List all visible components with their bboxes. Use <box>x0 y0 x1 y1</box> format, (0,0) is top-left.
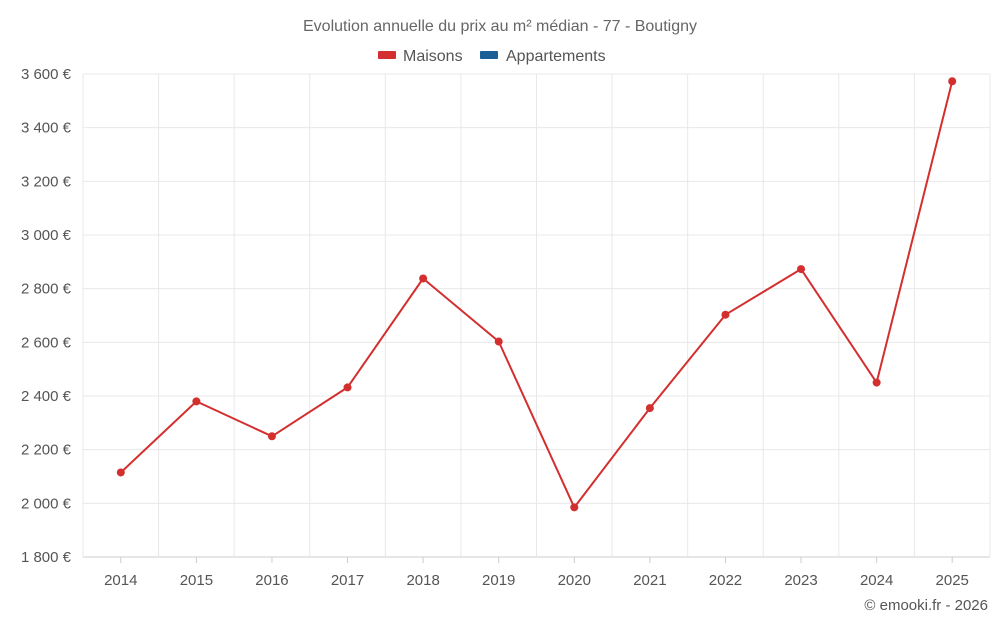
y-tick-label: 1 800 € <box>21 549 72 566</box>
chart-title: Evolution annuelle du prix au m² médian … <box>303 18 697 35</box>
data-point[interactable] <box>797 265 806 274</box>
data-point[interactable] <box>116 468 125 477</box>
data-point[interactable] <box>872 378 881 387</box>
y-tick-label: 2 400 € <box>21 388 72 405</box>
series-maisons <box>116 77 957 512</box>
y-tick-label: 2 600 € <box>21 334 72 351</box>
grid <box>82 73 991 558</box>
y-tick-label: 3 400 € <box>21 120 72 137</box>
legend-label-maisons: Maisons <box>403 48 463 65</box>
data-point[interactable] <box>267 432 276 441</box>
y-tick-label: 3 600 € <box>21 66 72 83</box>
data-point[interactable] <box>721 310 730 319</box>
y-tick-label: 2 200 € <box>21 442 72 459</box>
x-tick-label: 2021 <box>633 572 666 589</box>
legend-item-maisons[interactable]: Maisons <box>378 48 463 65</box>
x-tick-label: 2020 <box>558 572 591 589</box>
data-point[interactable] <box>192 397 201 406</box>
x-tick-label: 2015 <box>180 572 213 589</box>
x-tick-label: 2017 <box>331 572 364 589</box>
legend-item-appartements[interactable]: Appartements <box>480 48 606 65</box>
x-tick-label: 2022 <box>709 572 742 589</box>
y-tick-label: 2 800 € <box>21 281 72 298</box>
y-tick-label: 2 000 € <box>21 495 72 512</box>
legend-label-appartements: Appartements <box>506 48 606 65</box>
x-tick-label: 2025 <box>936 572 969 589</box>
y-tick-label: 3 000 € <box>21 227 72 244</box>
x-tick-label: 2024 <box>860 572 893 589</box>
x-tick-label: 2019 <box>482 572 515 589</box>
x-tick-label: 2023 <box>784 572 817 589</box>
data-point[interactable] <box>645 404 654 413</box>
data-point[interactable] <box>948 77 957 86</box>
data-point[interactable] <box>570 503 579 512</box>
credit-text: © emooki.fr - 2026 <box>864 597 988 614</box>
legend-swatch-maisons <box>378 51 396 59</box>
data-point[interactable] <box>494 337 503 346</box>
x-tick-label: 2018 <box>406 572 439 589</box>
series-line-maisons <box>120 80 954 509</box>
y-tick-label: 3 200 € <box>21 173 72 190</box>
data-point[interactable] <box>343 383 352 392</box>
legend: Maisons Appartements <box>378 48 606 65</box>
x-tick-label: 2014 <box>104 572 137 589</box>
legend-swatch-appartements <box>480 51 498 59</box>
y-axis: 1 800 € 2 000 € 2 200 € 2 400 € 2 600 € 2 800… <box>21 66 72 566</box>
data-point[interactable] <box>419 274 428 283</box>
x-tick-label: 2016 <box>255 572 288 589</box>
x-axis: 2014 2015 2016 2017 2018 2019 2020 2021 2022 2023… <box>104 557 969 589</box>
